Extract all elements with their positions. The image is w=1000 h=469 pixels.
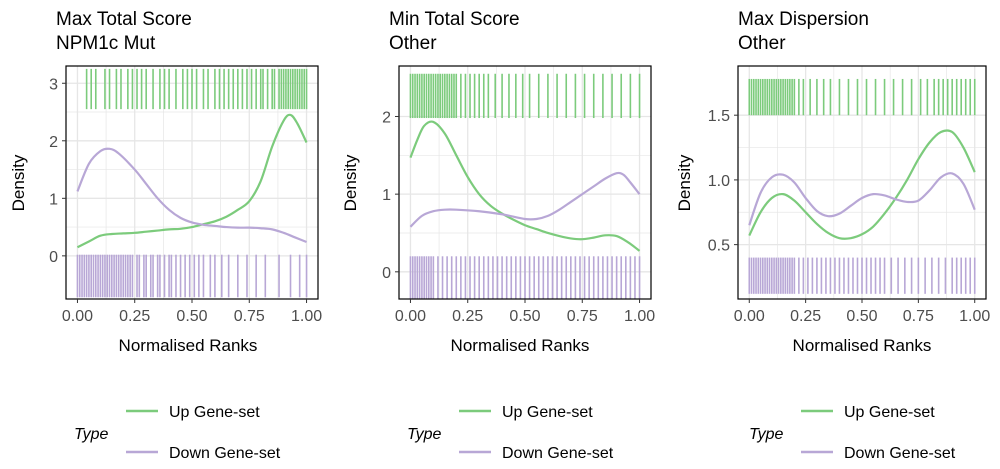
panel-3-legend-down-label: Down Gene-set — [844, 445, 956, 462]
panel-2-x-tick-label: 0.50 — [509, 308, 540, 325]
panel-2-y-tick-label: 2 — [382, 109, 391, 126]
panel-2-x-tick-label: 1.00 — [624, 308, 655, 325]
panel-1-legend: Type Up Gene-set Down Gene-set — [74, 404, 281, 462]
panel-1-legend-title: Type — [74, 426, 108, 443]
panel-2: Min Total Score Other 0.00 0.25 0.50 0.75 1.… — [341, 9, 655, 462]
panel-2-down-density-line — [409, 171, 641, 228]
panel-3-title-line1: Max Dispersion — [738, 9, 869, 30]
panel-3-up-density-line — [748, 129, 976, 240]
panel-2-up-density-line — [409, 120, 641, 252]
panel-1-x-tick-label: 1.00 — [291, 308, 322, 325]
panel-1-y-tick-label: 0 — [49, 249, 58, 266]
panel-1-y-tick-label: 2 — [49, 134, 58, 151]
panel-3-title-line2: Other — [738, 33, 786, 54]
panel-3-y-axis-title: Density — [675, 154, 694, 211]
panel-2-x-axis-title: Normalised Ranks — [451, 336, 590, 355]
panel-1-down-density-line — [76, 147, 307, 244]
panel-1-x-tick-label: 0.50 — [176, 308, 207, 325]
panel-1-up-density-line — [76, 113, 308, 249]
panel-3-y-tick-label: 1.0 — [708, 173, 730, 190]
panel-1-y-tick-label: 3 — [49, 76, 58, 93]
panel-2-legend-up-label: Up Gene-set — [502, 404, 593, 421]
panel-3-x-tick-label: 0.25 — [790, 308, 821, 325]
panel-2-x-tick-label: 0.25 — [452, 308, 483, 325]
panel-3-x-tick-label: 0.00 — [734, 308, 765, 325]
panel-1-legend-up-label: Up Gene-set — [169, 404, 260, 421]
panel-2-x-tick-label: 0.75 — [567, 308, 598, 325]
panel-2-y-tick-label: 0 — [382, 265, 391, 282]
panel-3-x-tick-label: 1.00 — [959, 308, 990, 325]
panel-3-legend: Type Up Gene-set Down Gene-set — [749, 404, 956, 462]
panel-2-title-line1: Min Total Score — [389, 9, 520, 30]
panel-2-plot: 0.00 0.25 0.50 0.75 1.00 0 1 2 — [382, 65, 655, 325]
panel-3-x-tick-label: 0.75 — [903, 308, 934, 325]
panel-3: Max Dispersion Other 0.00 0.25 0.50 0.75 1.0… — [675, 9, 990, 462]
panel-1-x-axis-title: Normalised Ranks — [119, 336, 258, 355]
panel-1-y-axis-title: Density — [9, 154, 28, 211]
panel-3-legend-title: Type — [749, 426, 783, 443]
panel-3-down-density-line — [748, 172, 976, 226]
panel-3-y-tick-label: 1.5 — [708, 108, 730, 125]
panel-2-y-tick-label: 1 — [382, 187, 391, 204]
panel-3-legend-up-label: Up Gene-set — [844, 404, 935, 421]
panel-3-plot: 0.00 0.25 0.50 0.75 1.00 0.5 1.0 1.5 — [708, 65, 990, 325]
panel-1-title-line2: NPM1c Mut — [56, 33, 156, 54]
panel-3-y-tick-label: 0.5 — [708, 238, 730, 255]
panel-2-x-tick-label: 0.00 — [395, 308, 426, 325]
panel-2-y-axis-title: Density — [341, 154, 360, 211]
panel-1-title-line1: Max Total Score — [56, 9, 192, 30]
panel-2-legend: Type Up Gene-set Down Gene-set — [407, 404, 614, 462]
panel-2-legend-title: Type — [407, 426, 441, 443]
panel-1-plot: 0.00 0.25 0.50 0.75 1.00 0 1 2 3 — [49, 65, 322, 325]
panel-3-x-axis-title: Normalised Ranks — [793, 336, 932, 355]
panel-3-x-tick-label: 0.50 — [846, 308, 877, 325]
panel-2-title-line2: Other — [389, 33, 437, 54]
panel-1-legend-down-label: Down Gene-set — [169, 445, 281, 462]
panel-1: Max Total Score NPM1c Mut 0.00 0.25 0.50 0.… — [9, 9, 322, 462]
panel-2-legend-down-label: Down Gene-set — [502, 445, 614, 462]
panel-1-x-tick-label: 0.75 — [234, 308, 265, 325]
panel-1-x-tick-label: 0.00 — [62, 308, 93, 325]
panel-1-x-tick-label: 0.25 — [119, 308, 150, 325]
panel-1-y-tick-label: 1 — [49, 191, 58, 208]
